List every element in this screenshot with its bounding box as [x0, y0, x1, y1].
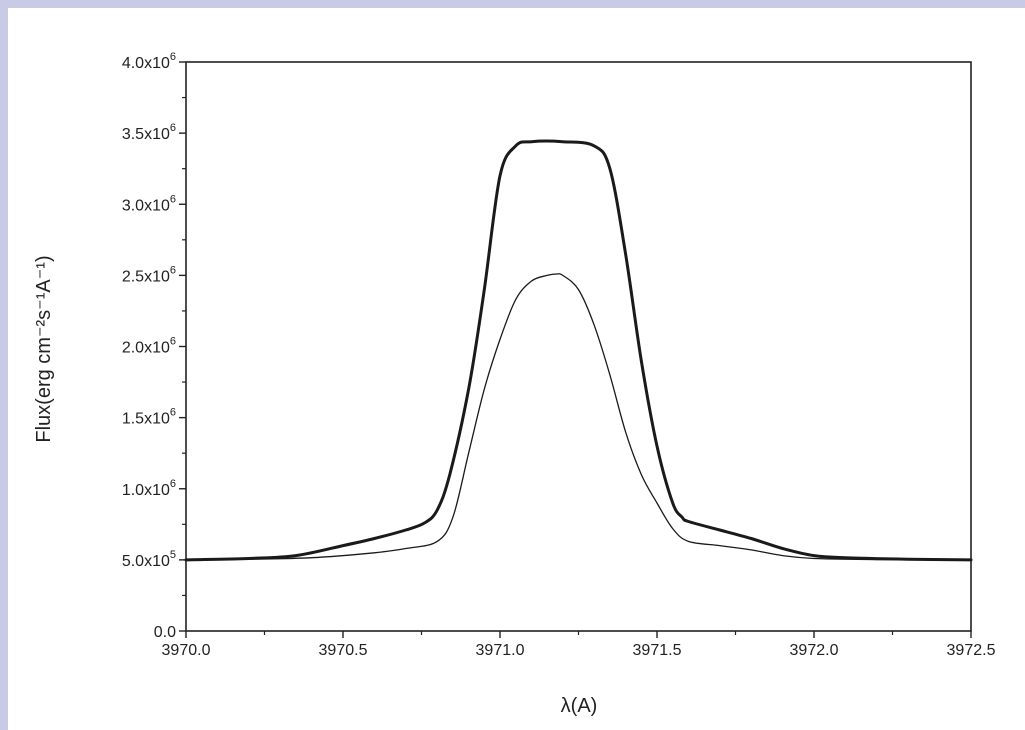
- line-chart: 3970.0 3970.5 3971.0 3971.5 3972.0 3972.5 0.0 5…: [33, 51, 996, 717]
- y-tick-label: 1.0x106: [122, 478, 176, 499]
- y-tick-label: 0.0: [154, 624, 176, 641]
- axis-labels-group: 3970.0 3970.5 3971.0 3971.5 3972.0 3972.5 0.0 5…: [122, 51, 996, 659]
- y-tick-label: 2.5x106: [122, 264, 176, 285]
- series-layer: [184, 139, 973, 562]
- y-tick-label: 1.5x106: [122, 407, 176, 428]
- axes-group: [179, 61, 972, 638]
- x-tick-label: 3972.0: [790, 642, 839, 659]
- series-line-1: [184, 139, 973, 562]
- x-tick-label: 3972.5: [947, 642, 996, 659]
- y-tick-label: 5.0x105: [122, 549, 176, 570]
- y-tick-label: 3.0x106: [122, 193, 176, 214]
- figure-frame: 3970.0 3970.5 3971.0 3971.5 3972.0 3972.5 0.0 5…: [8, 8, 1025, 730]
- y-tick-label: 4.0x106: [122, 51, 176, 72]
- x-tick-label: 3970.0: [162, 642, 211, 659]
- x-tick-label: 3971.5: [633, 642, 682, 659]
- x-tick-label: 3970.5: [319, 642, 368, 659]
- y-tick-label: 2.0x106: [122, 336, 176, 357]
- x-tick-label: 3971.0: [476, 642, 525, 659]
- y-tick-label: 3.5x106: [122, 122, 176, 143]
- y-axis-title: Flux(erg cm⁻²s⁻¹A⁻¹): [33, 255, 55, 442]
- series-line-2: [185, 273, 972, 561]
- plot-frame: [185, 61, 972, 632]
- x-axis-title: λ(A): [561, 695, 598, 717]
